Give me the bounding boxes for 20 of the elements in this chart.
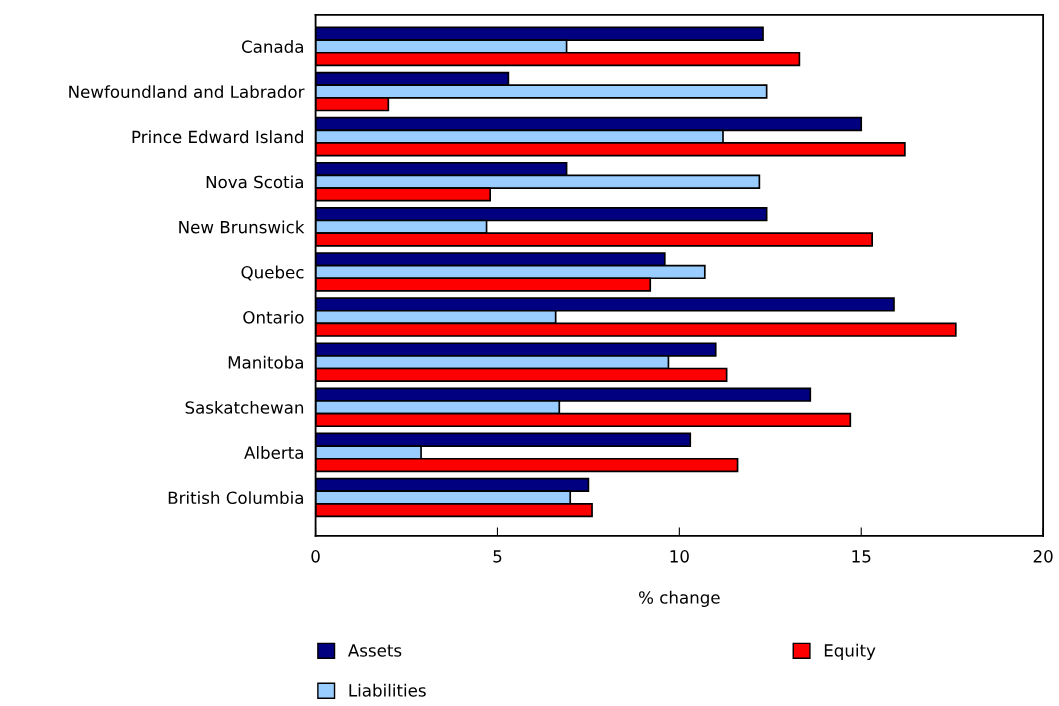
x-tick-label: 5 bbox=[493, 550, 502, 563]
x-tick-label: 0 bbox=[311, 550, 320, 563]
y-tick-label: Prince Edward Island bbox=[132, 130, 303, 144]
x-axis-title: % change bbox=[639, 590, 720, 607]
y-tick-label: Alberta bbox=[244, 446, 303, 459]
x-tick-label: 20 bbox=[1033, 550, 1053, 563]
x-tick-label: 15 bbox=[852, 550, 871, 563]
legend-label: Assets bbox=[348, 644, 402, 657]
y-tick-label: Manitoba bbox=[228, 355, 303, 369]
y-tick-label: New Brunswick bbox=[179, 220, 305, 234]
y-tick-label: Canada bbox=[241, 40, 303, 53]
y-tick-label: Saskatchewan bbox=[185, 400, 304, 414]
y-tick-label: British Columbia bbox=[168, 491, 303, 505]
legend-label: Liabilities bbox=[349, 683, 426, 697]
y-tick-label: Ontario bbox=[243, 310, 304, 324]
y-tick-label: Nova Scotia bbox=[206, 175, 303, 189]
legend-label: Equity bbox=[824, 643, 876, 660]
y-tick-label: Newfoundland and Labrador bbox=[69, 85, 305, 99]
y-tick-label: Quebec bbox=[241, 265, 304, 281]
x-tick-label: 10 bbox=[670, 550, 689, 563]
